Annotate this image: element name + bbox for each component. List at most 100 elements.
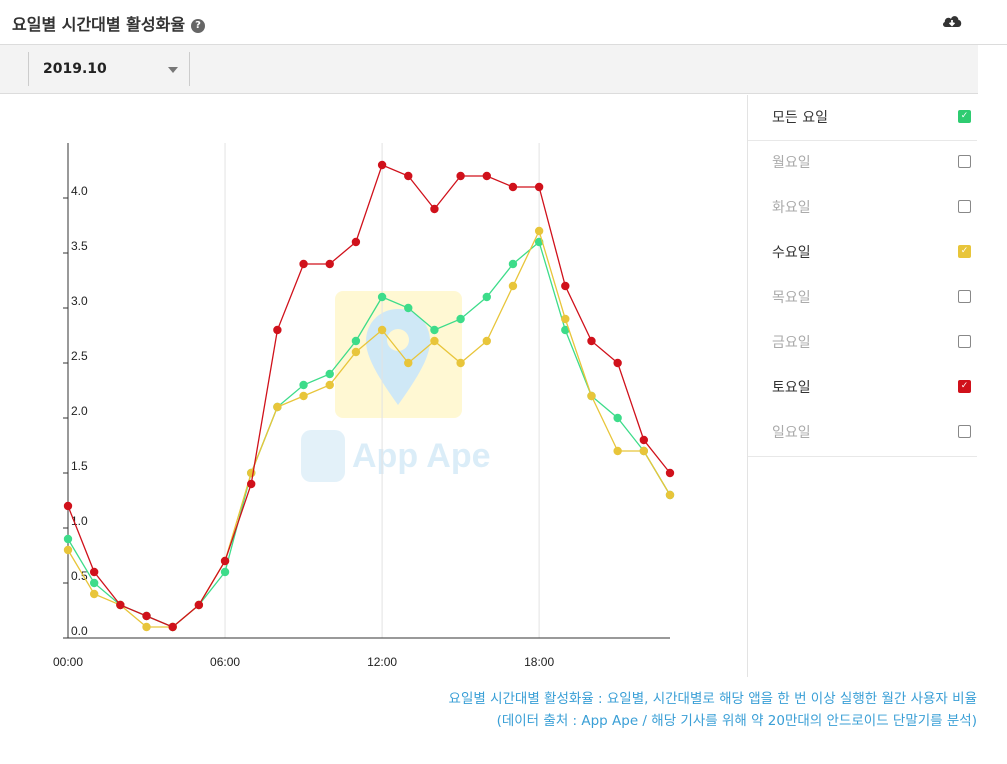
data-point — [325, 259, 334, 269]
x-tick-label: 06:00 — [210, 655, 240, 669]
legend-checkbox[interactable]: ✓ — [958, 380, 971, 393]
data-point — [142, 622, 151, 632]
caption-line-2: (데이터 출처 : App Ape / 해당 기사를 위해 약 20만대의 안드… — [496, 713, 977, 729]
data-point — [299, 259, 308, 269]
data-point — [430, 204, 439, 214]
data-point — [63, 545, 73, 555]
data-point — [168, 622, 177, 632]
data-point — [639, 446, 649, 456]
data-point — [116, 600, 125, 610]
legend-item[interactable]: 토요일 ✓ — [748, 365, 977, 410]
data-point — [639, 435, 649, 445]
data-point — [561, 314, 570, 324]
legend-divider — [748, 456, 977, 457]
data-point — [456, 358, 465, 368]
page-title-text: 요일별 시간대별 활성화율 — [12, 15, 186, 34]
data-point — [561, 281, 570, 291]
y-tick-label: 3.0 — [71, 294, 88, 308]
data-point — [220, 556, 230, 566]
legend-item[interactable]: 화요일 — [748, 185, 977, 230]
legend-checkbox[interactable] — [958, 425, 971, 438]
data-point — [377, 160, 387, 170]
data-point — [273, 402, 282, 412]
data-point — [587, 391, 596, 401]
data-point — [665, 490, 675, 500]
data-point — [613, 446, 622, 456]
legend-item-label: 목요일 — [772, 290, 811, 306]
y-tick-label: 4.0 — [71, 184, 88, 198]
data-point — [89, 589, 99, 599]
chevron-down-icon[interactable] — [168, 67, 178, 73]
data-point — [665, 468, 675, 478]
data-point — [299, 380, 308, 390]
y-tick-label: 3.5 — [71, 239, 88, 253]
data-point — [508, 182, 518, 192]
data-point — [613, 358, 622, 368]
data-point — [430, 336, 439, 346]
legend-item-label: 월요일 — [772, 155, 811, 171]
data-point — [247, 479, 256, 489]
data-point — [508, 259, 518, 269]
x-tick-label: 18:00 — [524, 655, 554, 669]
toolbar: 2019.10 — [0, 45, 978, 94]
legend-item-label: 수요일 — [772, 245, 811, 261]
data-point — [89, 567, 99, 577]
monkey-logo-icon — [301, 430, 345, 482]
data-point — [194, 600, 204, 610]
y-tick-label: 0.0 — [71, 624, 88, 638]
cloud-download-icon[interactable] — [941, 12, 963, 30]
legend-item[interactable]: 일요일 — [748, 410, 977, 455]
data-point — [89, 578, 99, 588]
question-circle-icon[interactable]: ? — [191, 19, 206, 33]
data-point — [534, 226, 544, 236]
data-point — [404, 171, 413, 181]
legend-checkbox[interactable] — [958, 290, 971, 303]
page-title: 요일별 시간대별 활성화율? — [12, 11, 206, 35]
data-point — [613, 413, 622, 423]
data-point — [404, 303, 413, 313]
legend-checkbox[interactable]: ✓ — [958, 245, 971, 258]
data-point — [482, 336, 491, 346]
data-point — [63, 534, 73, 544]
month-select-value: 2019.10 — [43, 61, 107, 77]
legend-checkbox[interactable] — [958, 200, 971, 213]
legend-checkbox[interactable] — [958, 155, 971, 168]
y-tick-label: 2.0 — [71, 404, 88, 418]
data-point — [456, 171, 465, 181]
watermark-text: App Ape — [352, 437, 491, 475]
y-tick-label: 0.5 — [71, 569, 88, 583]
caption: 요일별 시간대별 활성화율 : 요일별, 시간대별로 해당 앱을 한 번 이상 … — [449, 688, 977, 732]
x-tick-label: 12:00 — [367, 655, 397, 669]
series — [63, 160, 675, 632]
data-point — [63, 501, 73, 511]
legend-item[interactable]: 수요일 ✓ — [748, 230, 977, 275]
legend-item-label: 화요일 — [772, 200, 811, 216]
legend-item[interactable]: 월요일 — [748, 140, 977, 185]
map-pin-hole — [387, 329, 409, 351]
data-point — [377, 325, 387, 335]
caption-line-1: 요일별 시간대별 활성화율 : 요일별, 시간대별로 해당 앱을 한 번 이상 … — [448, 691, 977, 707]
legend-checkbox[interactable] — [958, 335, 971, 348]
data-point — [351, 237, 361, 247]
data-point — [220, 567, 230, 577]
data-point — [534, 182, 544, 192]
legend-item-label: 토요일 — [772, 380, 811, 396]
grid — [224, 143, 540, 638]
data-point — [561, 325, 570, 335]
data-point — [351, 336, 361, 346]
legend-item-label: 금요일 — [772, 335, 811, 351]
legend-item[interactable]: 목요일 — [748, 275, 977, 320]
y-tick-label: 1.5 — [71, 459, 88, 473]
line-chart: App Ape 00:00 06:00 12:00 18:000.00.51.01.5… — [53, 143, 675, 669]
legend-item-label: 일요일 — [772, 425, 811, 441]
data-point — [377, 292, 387, 302]
month-select[interactable]: 2019.10 — [28, 52, 190, 86]
legend-item[interactable]: 모든 요일 ✓ — [748, 95, 977, 141]
data-point — [273, 325, 282, 335]
legend-checkbox[interactable]: ✓ — [958, 110, 971, 123]
data-point — [351, 347, 361, 357]
legend-item[interactable]: 금요일 — [748, 320, 977, 365]
data-point — [142, 611, 151, 621]
data-point — [430, 325, 439, 335]
